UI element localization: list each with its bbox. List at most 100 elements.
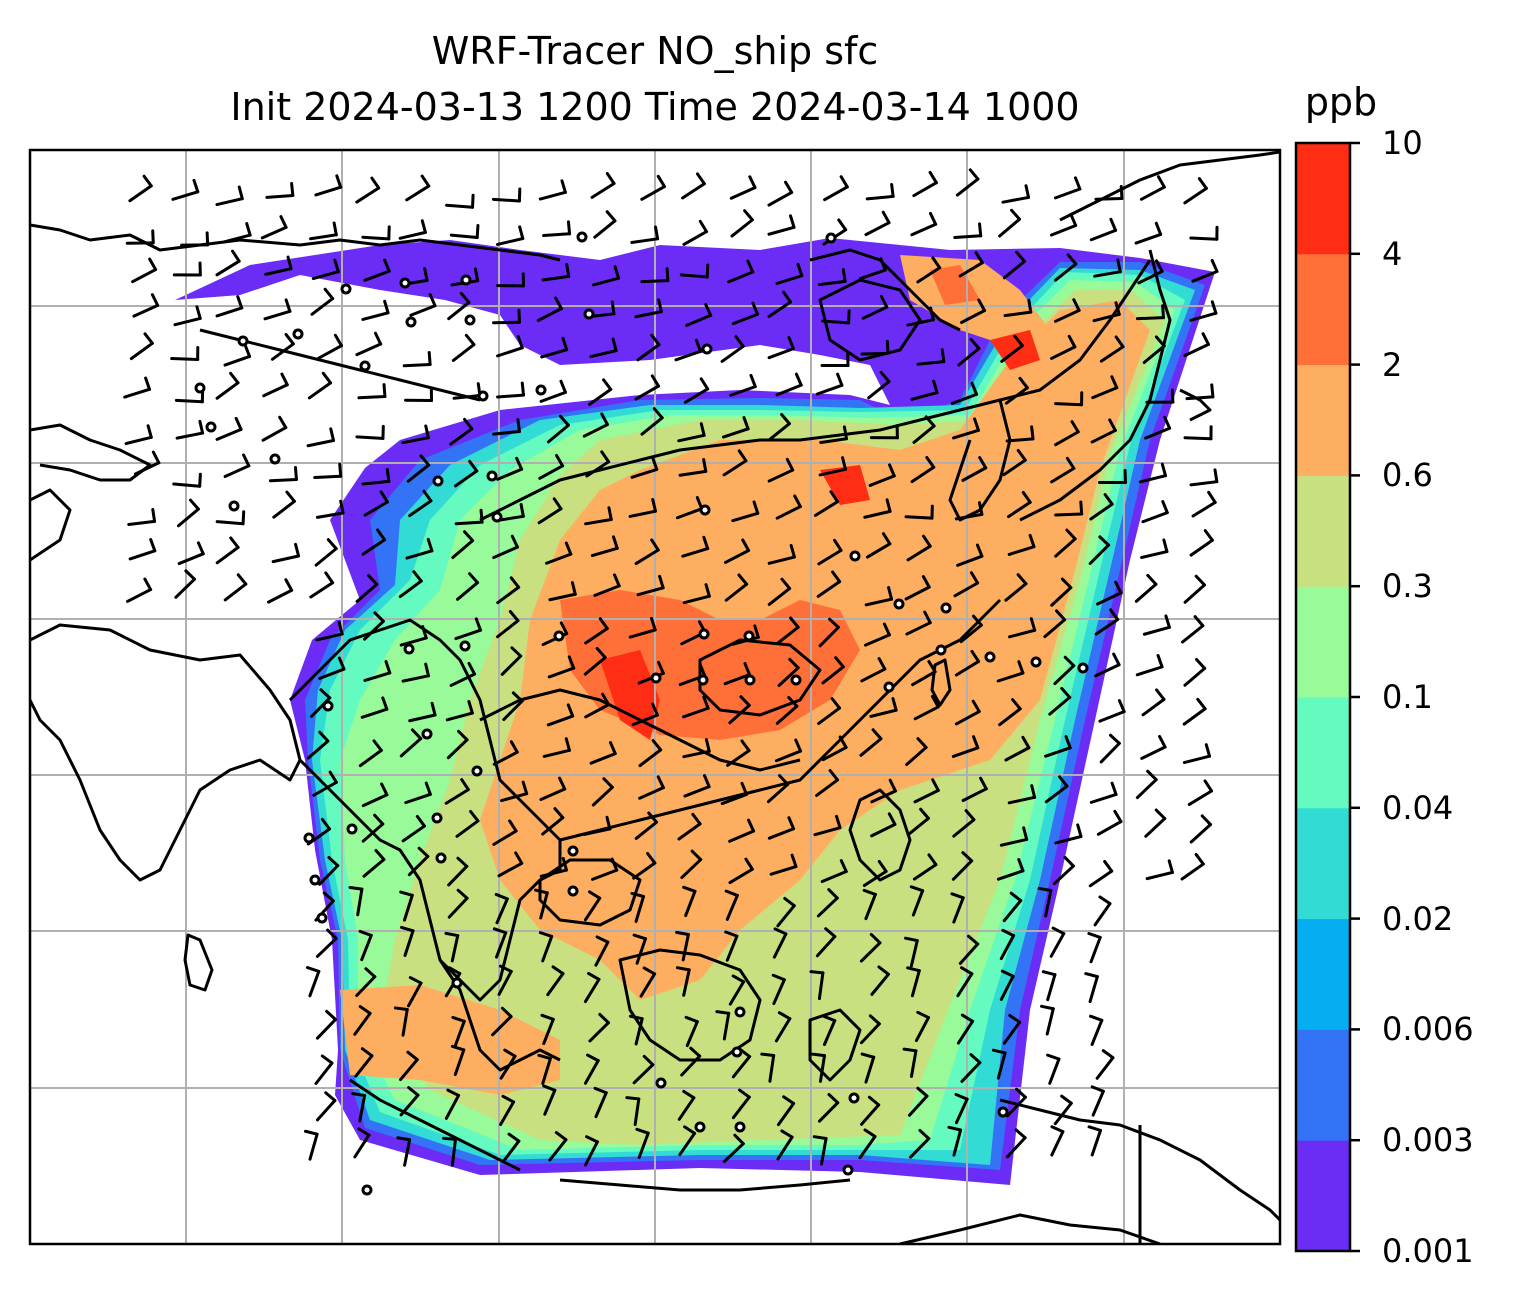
wind-barb xyxy=(728,857,754,885)
wind-barb xyxy=(870,778,897,804)
wind-barb xyxy=(496,503,525,522)
wind-barb xyxy=(1094,185,1124,201)
wind-barb xyxy=(767,413,791,442)
wind-barb xyxy=(362,849,386,878)
wind-barb xyxy=(456,572,480,601)
wind-barb xyxy=(593,573,621,597)
wind-barb xyxy=(1084,972,1099,1004)
wind-barb xyxy=(682,695,710,719)
wind-barb xyxy=(720,781,749,806)
wind-barb xyxy=(449,223,480,239)
wind-barb xyxy=(1139,175,1166,201)
wind-barb xyxy=(1088,859,1114,888)
calm-wind-marker xyxy=(460,274,472,286)
wind-barb xyxy=(868,463,896,487)
wind-barb xyxy=(1002,250,1027,280)
calm-wind-marker xyxy=(309,874,321,886)
wind-barb xyxy=(1182,697,1207,726)
wind-barb xyxy=(408,701,437,723)
wind-barb xyxy=(492,740,519,766)
wind-barb xyxy=(674,338,703,362)
wind-barb xyxy=(1090,1085,1105,1117)
wind-barb xyxy=(496,610,520,639)
wind-barb xyxy=(125,577,153,603)
wind-barb xyxy=(215,416,243,441)
wind-barb xyxy=(775,494,802,520)
wind-barb xyxy=(215,371,240,400)
wind-barb xyxy=(407,846,430,877)
wind-barb xyxy=(1087,1125,1103,1157)
wind-barb xyxy=(502,691,524,722)
wind-barb xyxy=(777,657,800,687)
calm-wind-marker xyxy=(734,1006,746,1018)
wind-barb xyxy=(952,417,980,440)
wind-barb xyxy=(361,225,391,241)
wind-barb xyxy=(869,697,898,718)
colorbar-segment xyxy=(1296,143,1350,255)
calm-wind-marker xyxy=(316,912,328,924)
contour-loop1 xyxy=(538,858,642,927)
wind-barb xyxy=(271,542,301,564)
coastline-malaya xyxy=(438,959,561,1072)
wind-barb xyxy=(1087,932,1102,964)
wind-barb xyxy=(862,888,877,921)
wind-barb xyxy=(815,927,837,958)
wind-barb xyxy=(261,415,288,442)
calm-wind-marker xyxy=(567,885,579,897)
contour-loop2 xyxy=(818,278,922,362)
calm-wind-marker xyxy=(471,765,483,777)
wind-barb xyxy=(1041,970,1057,1002)
colorbar-segment xyxy=(1296,1029,1350,1141)
calm-wind-marker xyxy=(583,308,595,320)
wind-barb xyxy=(823,175,849,202)
wind-barb xyxy=(1050,334,1077,360)
wind-barb xyxy=(908,1128,931,1159)
wind-barb xyxy=(1043,609,1067,639)
wind-barb xyxy=(174,569,196,599)
wind-barb xyxy=(767,214,796,236)
wind-barb xyxy=(776,1129,794,1161)
wind-barb xyxy=(594,935,610,967)
wind-barb xyxy=(309,221,338,241)
calm-wind-marker xyxy=(935,644,947,656)
wind-barb xyxy=(950,892,965,924)
wind-barb xyxy=(677,812,702,841)
wind-barb xyxy=(628,1014,644,1046)
colorbar-tick-label: 2 xyxy=(1382,345,1403,384)
wind-barb xyxy=(398,570,423,599)
wind-barb xyxy=(1099,335,1125,363)
calm-wind-marker xyxy=(269,453,281,465)
calm-wind-marker xyxy=(698,628,710,640)
wind-barb xyxy=(957,337,981,367)
wind-barb xyxy=(724,889,739,921)
wind-barb xyxy=(405,537,434,560)
wind-barb xyxy=(363,660,392,682)
wind-barb xyxy=(454,617,482,641)
colorbar-segment xyxy=(1296,364,1350,476)
colorbar-tick-label: 0.003 xyxy=(1382,1121,1474,1160)
wind-barb xyxy=(131,257,158,284)
wind-barb xyxy=(353,1005,372,1036)
wind-barb xyxy=(399,1050,419,1082)
wind-barb xyxy=(583,971,601,1004)
calm-wind-marker xyxy=(849,550,861,562)
wind-barb xyxy=(859,1095,881,1126)
wind-barb xyxy=(916,256,942,284)
wind-barb xyxy=(314,174,343,197)
colorbar-tick-label: 10 xyxy=(1382,124,1423,162)
wind-barb xyxy=(634,298,663,319)
calm-wind-marker xyxy=(842,1164,854,1176)
wind-barb xyxy=(864,210,891,237)
wind-barb xyxy=(954,649,981,677)
wind-barb xyxy=(767,543,796,565)
coastline-java xyxy=(559,1178,851,1192)
wind-barb xyxy=(818,456,848,477)
wind-barb xyxy=(767,290,793,319)
calm-wind-marker xyxy=(655,1077,667,1089)
wind-barb xyxy=(539,776,567,801)
wind-barb xyxy=(501,1132,521,1164)
wind-barb xyxy=(636,333,661,362)
wind-barb xyxy=(315,1091,337,1122)
wind-barb xyxy=(724,930,739,962)
wind-barb xyxy=(775,695,799,725)
